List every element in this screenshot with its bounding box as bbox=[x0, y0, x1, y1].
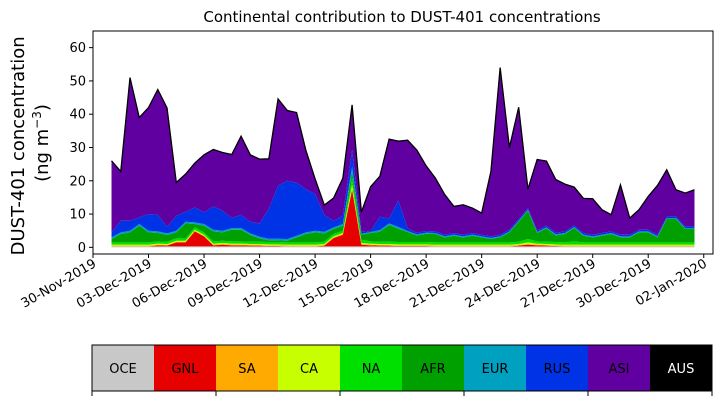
legend-label-eur: EUR bbox=[482, 362, 509, 377]
legend-swatch-rus bbox=[526, 345, 589, 391]
legend-label-gnl: GNL bbox=[171, 362, 199, 377]
legend-label-afr: AFR bbox=[420, 362, 445, 377]
legend-swatch-oce bbox=[92, 345, 155, 391]
legend-swatch-asi bbox=[588, 345, 651, 391]
plot-frame bbox=[92, 30, 714, 255]
legend-swatch-gnl bbox=[154, 345, 217, 391]
legend-label-na: NA bbox=[362, 362, 381, 377]
y-axis-label-line1: DUST-401 concentration bbox=[8, 36, 29, 255]
y-tick-label: 30 bbox=[69, 141, 86, 156]
y-axis-label: DUST-401 concentration (ng m−3) bbox=[8, 31, 53, 256]
area-series-afr bbox=[111, 171, 695, 243]
y-tick-label: 60 bbox=[69, 41, 86, 56]
legend-label-asi: ASI bbox=[609, 362, 630, 377]
legend-swatch-sa bbox=[216, 345, 279, 391]
legend-swatch-afr bbox=[402, 345, 465, 391]
y-tick-label: 10 bbox=[69, 208, 86, 223]
area-series-asi bbox=[111, 67, 695, 237]
area-series-oce bbox=[111, 246, 695, 248]
legend-frame bbox=[91, 344, 713, 392]
legend-colorbar: OCE GNL SA CA NA AFR EUR RUS ASI AUS bbox=[91, 344, 713, 396]
y-tick-label: 50 bbox=[69, 74, 86, 89]
y-axis: 0 10 20 30 40 50 60 bbox=[69, 41, 93, 256]
y-tick-label: 20 bbox=[69, 174, 86, 189]
legend-swatch-na bbox=[340, 345, 403, 391]
x-axis: 30-Nov-201903-Dec-201906-Dec-201909-Dec-… bbox=[19, 254, 710, 312]
legend-label-ca: CA bbox=[300, 362, 318, 377]
y-axis-label-line2: (ng m bbox=[32, 129, 53, 182]
legend-label-sa: SA bbox=[238, 362, 255, 377]
legend-swatch-aus bbox=[650, 345, 713, 391]
chart-title: Continental contribution to DUST-401 con… bbox=[203, 8, 600, 26]
y-axis-label-unit-sup: −3 bbox=[30, 111, 44, 129]
area-series-rus bbox=[111, 149, 695, 240]
legend-label-oce: OCE bbox=[109, 362, 137, 377]
legend-swatch-ca bbox=[278, 345, 341, 391]
y-tick-label: 0 bbox=[78, 241, 86, 256]
area-series-eur bbox=[111, 166, 695, 241]
stacked-areas bbox=[111, 67, 695, 248]
total-concentration-line bbox=[111, 67, 695, 220]
legend-label-rus: RUS bbox=[544, 362, 571, 377]
y-tick-label: 40 bbox=[69, 108, 86, 123]
legend-swatch-eur bbox=[464, 345, 527, 391]
y-axis-label-line2-end: ) bbox=[32, 104, 53, 111]
legend-label-aus: AUS bbox=[668, 362, 695, 377]
